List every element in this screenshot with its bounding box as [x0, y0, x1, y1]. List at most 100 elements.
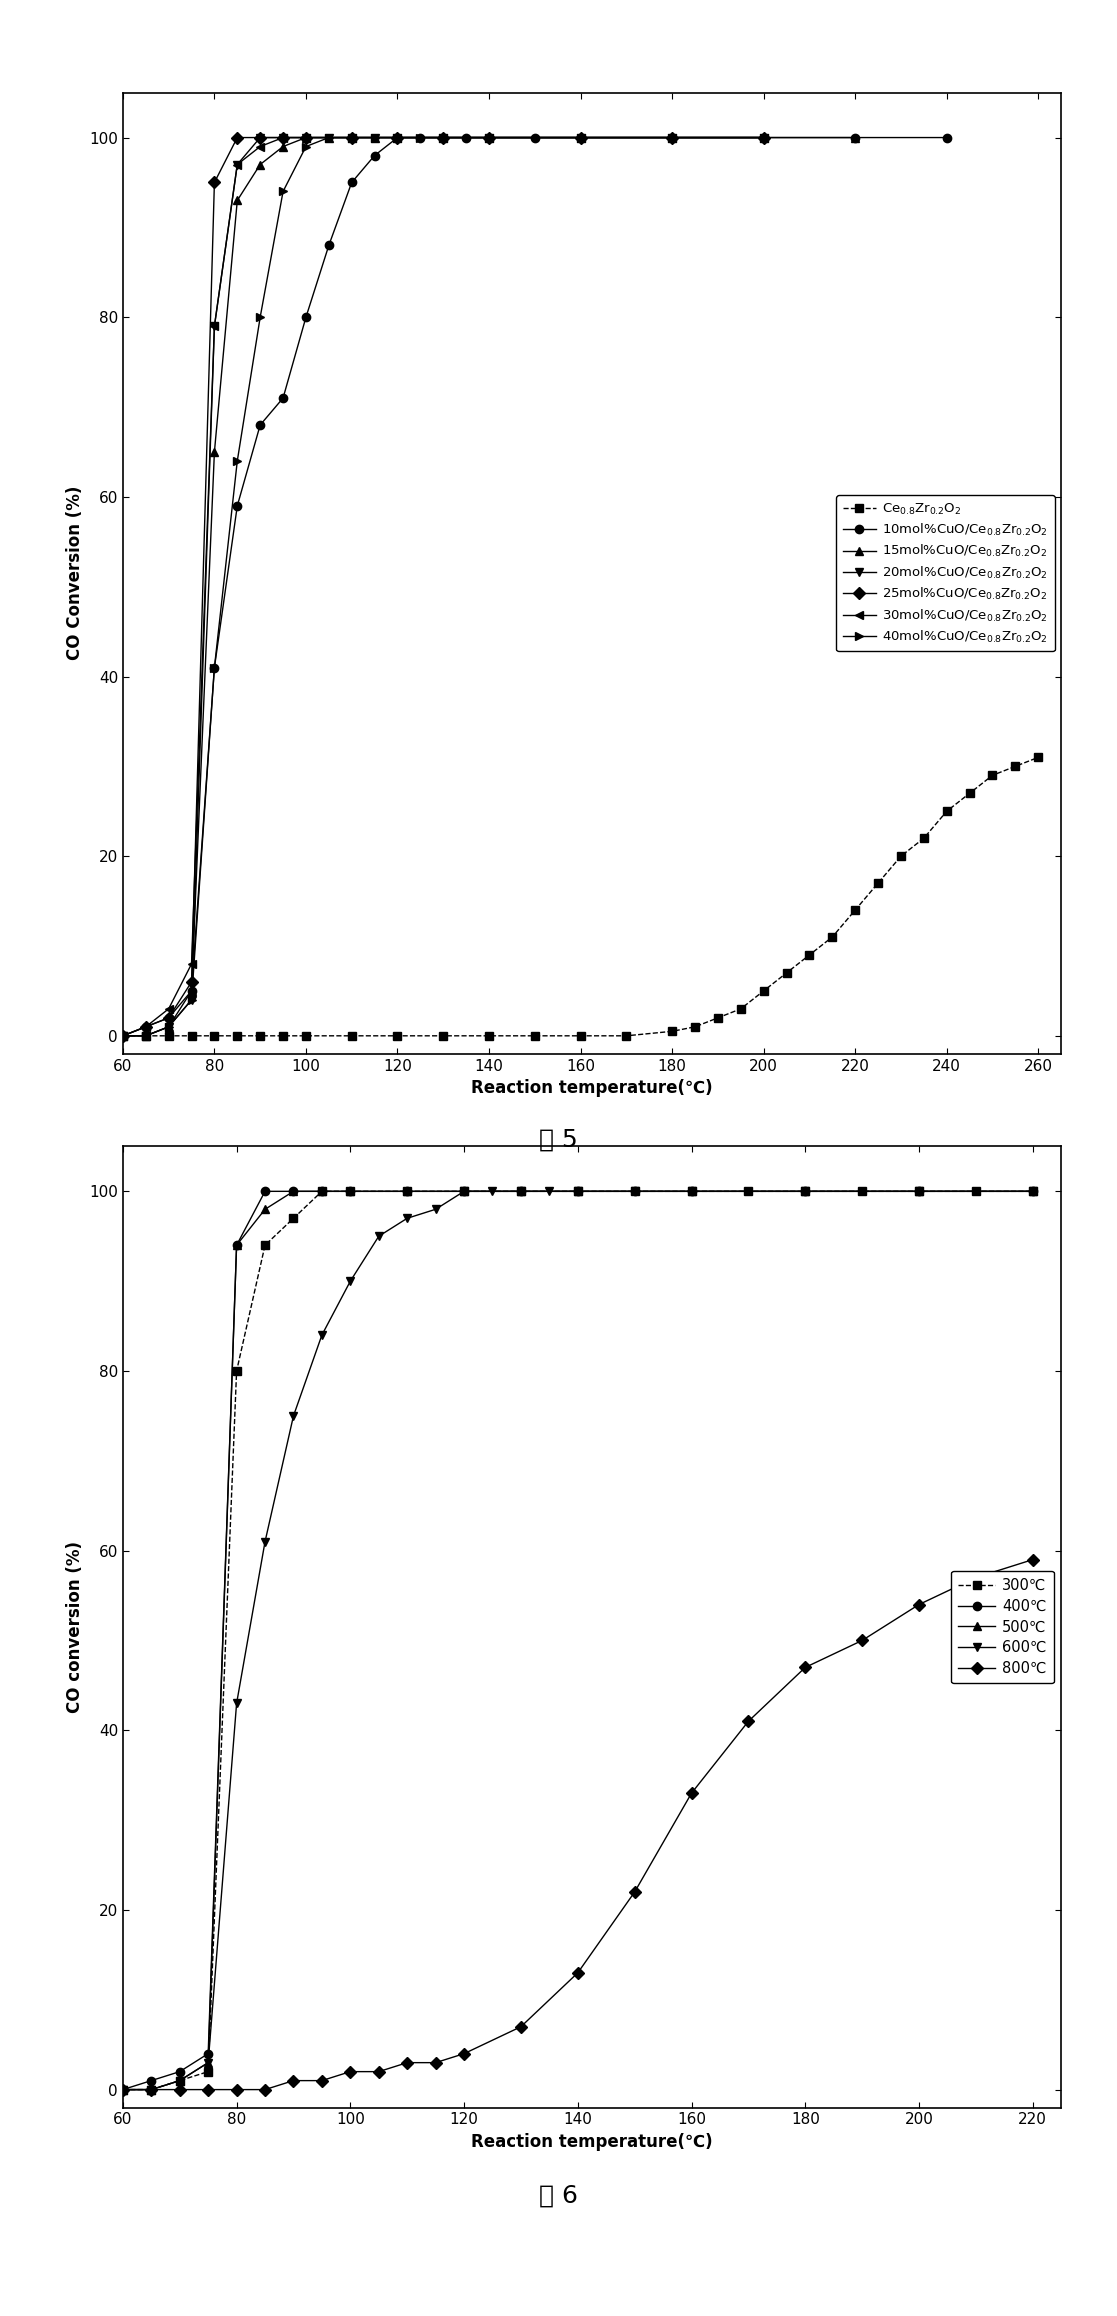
800℃: [344, 2057, 357, 2084]
300℃: [1027, 1177, 1040, 1204]
300℃: [685, 1177, 698, 1204]
800℃: [457, 2040, 470, 2068]
Text: 图 6: 图 6: [540, 2184, 577, 2207]
300℃: [258, 1232, 271, 1260]
300℃: [344, 1177, 357, 1204]
600℃: [429, 1195, 442, 1223]
10mol%CuO/Ce$_{0.8}$Zr$_{0.2}$O$_2$: [528, 123, 542, 151]
Ce$_{0.8}$Zr$_{0.2}$O$_2$: [574, 1021, 588, 1049]
400℃: [913, 1177, 926, 1204]
600℃: [1027, 1177, 1040, 1204]
600℃: [685, 1177, 698, 1204]
Ce$_{0.8}$Zr$_{0.2}$O$_2$: [184, 1021, 198, 1049]
20mol%CuO/Ce$_{0.8}$Zr$_{0.2}$O$_2$: [574, 123, 588, 151]
10mol%CuO/Ce$_{0.8}$Zr$_{0.2}$O$_2$: [849, 123, 862, 151]
10mol%CuO/Ce$_{0.8}$Zr$_{0.2}$O$_2$: [574, 123, 588, 151]
Ce$_{0.8}$Zr$_{0.2}$O$_2$: [712, 1003, 725, 1031]
500℃: [344, 1177, 357, 1204]
10mol%CuO/Ce$_{0.8}$Zr$_{0.2}$O$_2$: [162, 1003, 175, 1031]
15mol%CuO/Ce$_{0.8}$Zr$_{0.2}$O$_2$: [437, 123, 450, 151]
30mol%CuO/Ce$_{0.8}$Zr$_{0.2}$O$_2$: [299, 123, 313, 151]
800℃: [258, 2075, 271, 2103]
500℃: [258, 1195, 271, 1223]
Line: 10mol%CuO/Ce$_{0.8}$Zr$_{0.2}$O$_2$: 10mol%CuO/Ce$_{0.8}$Zr$_{0.2}$O$_2$: [118, 134, 951, 1040]
Ce$_{0.8}$Zr$_{0.2}$O$_2$: [299, 1021, 313, 1049]
600℃: [201, 2050, 214, 2077]
600℃: [571, 1177, 584, 1204]
25mol%CuO/Ce$_{0.8}$Zr$_{0.2}$O$_2$: [208, 169, 221, 197]
400℃: [344, 1177, 357, 1204]
Ce$_{0.8}$Zr$_{0.2}$O$_2$: [780, 959, 793, 987]
40mol%CuO/Ce$_{0.8}$Zr$_{0.2}$O$_2$: [574, 123, 588, 151]
30mol%CuO/Ce$_{0.8}$Zr$_{0.2}$O$_2$: [437, 123, 450, 151]
25mol%CuO/Ce$_{0.8}$Zr$_{0.2}$O$_2$: [276, 123, 289, 151]
Y-axis label: CO conversion (%): CO conversion (%): [66, 1540, 84, 1714]
Ce$_{0.8}$Zr$_{0.2}$O$_2$: [254, 1021, 267, 1049]
10mol%CuO/Ce$_{0.8}$Zr$_{0.2}$O$_2$: [757, 123, 771, 151]
800℃: [173, 2075, 187, 2103]
40mol%CuO/Ce$_{0.8}$Zr$_{0.2}$O$_2$: [184, 987, 198, 1014]
10mol%CuO/Ce$_{0.8}$Zr$_{0.2}$O$_2$: [299, 303, 313, 331]
Line: 800℃: 800℃: [118, 1556, 1037, 2094]
500℃: [514, 1177, 527, 1204]
300℃: [401, 1177, 414, 1204]
30mol%CuO/Ce$_{0.8}$Zr$_{0.2}$O$_2$: [139, 1012, 152, 1040]
25mol%CuO/Ce$_{0.8}$Zr$_{0.2}$O$_2$: [299, 123, 313, 151]
30mol%CuO/Ce$_{0.8}$Zr$_{0.2}$O$_2$: [254, 132, 267, 160]
40mol%CuO/Ce$_{0.8}$Zr$_{0.2}$O$_2$: [116, 1021, 130, 1049]
25mol%CuO/Ce$_{0.8}$Zr$_{0.2}$O$_2$: [574, 123, 588, 151]
600℃: [913, 1177, 926, 1204]
20mol%CuO/Ce$_{0.8}$Zr$_{0.2}$O$_2$: [367, 123, 381, 151]
15mol%CuO/Ce$_{0.8}$Zr$_{0.2}$O$_2$: [208, 438, 221, 466]
25mol%CuO/Ce$_{0.8}$Zr$_{0.2}$O$_2$: [666, 123, 679, 151]
Ce$_{0.8}$Zr$_{0.2}$O$_2$: [666, 1017, 679, 1045]
300℃: [230, 1357, 244, 1385]
25mol%CuO/Ce$_{0.8}$Zr$_{0.2}$O$_2$: [230, 123, 244, 151]
500℃: [230, 1232, 244, 1260]
30mol%CuO/Ce$_{0.8}$Zr$_{0.2}$O$_2$: [666, 123, 679, 151]
40mol%CuO/Ce$_{0.8}$Zr$_{0.2}$O$_2$: [162, 1012, 175, 1040]
800℃: [401, 2050, 414, 2077]
600℃: [230, 1688, 244, 1716]
Line: 40mol%CuO/Ce$_{0.8}$Zr$_{0.2}$O$_2$: 40mol%CuO/Ce$_{0.8}$Zr$_{0.2}$O$_2$: [118, 134, 767, 1040]
40mol%CuO/Ce$_{0.8}$Zr$_{0.2}$O$_2$: [437, 123, 450, 151]
10mol%CuO/Ce$_{0.8}$Zr$_{0.2}$O$_2$: [941, 123, 954, 151]
800℃: [913, 1591, 926, 1619]
10mol%CuO/Ce$_{0.8}$Zr$_{0.2}$O$_2$: [459, 123, 472, 151]
15mol%CuO/Ce$_{0.8}$Zr$_{0.2}$O$_2$: [299, 123, 313, 151]
Ce$_{0.8}$Zr$_{0.2}$O$_2$: [230, 1021, 244, 1049]
Ce$_{0.8}$Zr$_{0.2}$O$_2$: [849, 896, 862, 924]
600℃: [144, 2075, 157, 2103]
25mol%CuO/Ce$_{0.8}$Zr$_{0.2}$O$_2$: [116, 1021, 130, 1049]
10mol%CuO/Ce$_{0.8}$Zr$_{0.2}$O$_2$: [116, 1021, 130, 1049]
Legend: 300℃, 400℃, 500℃, 600℃, 800℃: 300℃, 400℃, 500℃, 600℃, 800℃: [952, 1570, 1053, 1684]
25mol%CuO/Ce$_{0.8}$Zr$_{0.2}$O$_2$: [391, 123, 404, 151]
10mol%CuO/Ce$_{0.8}$Zr$_{0.2}$O$_2$: [345, 169, 359, 197]
40mol%CuO/Ce$_{0.8}$Zr$_{0.2}$O$_2$: [254, 303, 267, 331]
25mol%CuO/Ce$_{0.8}$Zr$_{0.2}$O$_2$: [254, 123, 267, 151]
30mol%CuO/Ce$_{0.8}$Zr$_{0.2}$O$_2$: [184, 950, 198, 977]
500℃: [173, 2066, 187, 2094]
800℃: [571, 1959, 584, 1987]
Line: 30mol%CuO/Ce$_{0.8}$Zr$_{0.2}$O$_2$: 30mol%CuO/Ce$_{0.8}$Zr$_{0.2}$O$_2$: [118, 134, 767, 1040]
15mol%CuO/Ce$_{0.8}$Zr$_{0.2}$O$_2$: [254, 151, 267, 178]
Ce$_{0.8}$Zr$_{0.2}$O$_2$: [1009, 753, 1022, 780]
20mol%CuO/Ce$_{0.8}$Zr$_{0.2}$O$_2$: [254, 123, 267, 151]
25mol%CuO/Ce$_{0.8}$Zr$_{0.2}$O$_2$: [139, 1012, 152, 1040]
800℃: [429, 2050, 442, 2077]
20mol%CuO/Ce$_{0.8}$Zr$_{0.2}$O$_2$: [116, 1021, 130, 1049]
600℃: [401, 1204, 414, 1232]
600℃: [287, 1401, 300, 1429]
25mol%CuO/Ce$_{0.8}$Zr$_{0.2}$O$_2$: [757, 123, 771, 151]
500℃: [144, 2075, 157, 2103]
400℃: [514, 1177, 527, 1204]
600℃: [486, 1177, 499, 1204]
300℃: [856, 1177, 869, 1204]
800℃: [230, 2075, 244, 2103]
20mol%CuO/Ce$_{0.8}$Zr$_{0.2}$O$_2$: [276, 123, 289, 151]
300℃: [514, 1177, 527, 1204]
500℃: [799, 1177, 812, 1204]
600℃: [116, 2075, 130, 2103]
300℃: [201, 2057, 214, 2084]
800℃: [201, 2075, 214, 2103]
